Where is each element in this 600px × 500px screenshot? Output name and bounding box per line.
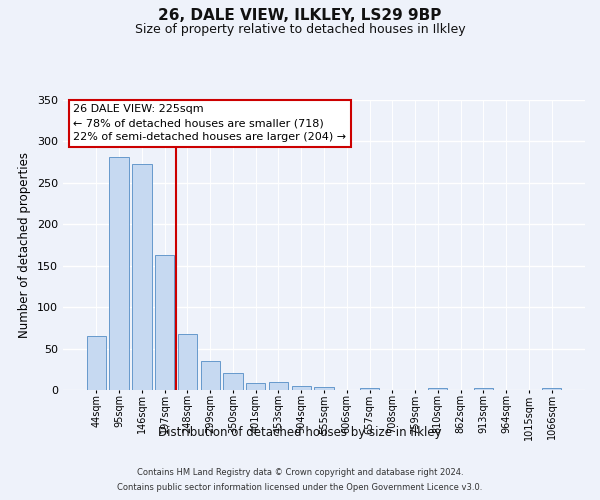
Bar (132, 164, 152, 390)
Text: Size of property relative to detached houses in Ilkley: Size of property relative to detached ho… (134, 22, 466, 36)
Text: Distribution of detached houses by size in Ilkley: Distribution of detached houses by size … (158, 426, 442, 439)
Text: 26, DALE VIEW, ILKLEY, LS29 9BP: 26, DALE VIEW, ILKLEY, LS29 9BP (158, 8, 442, 22)
Bar (542, 388, 561, 390)
Bar (360, 388, 379, 390)
Bar (109, 157, 129, 390)
Bar (314, 386, 334, 390)
Bar (246, 382, 265, 390)
Bar (269, 382, 288, 390)
Bar (473, 388, 493, 390)
Bar (428, 388, 448, 390)
Text: 26 DALE VIEW: 225sqm
← 78% of detached houses are smaller (718)
22% of semi-deta: 26 DALE VIEW: 225sqm ← 78% of detached h… (73, 104, 347, 142)
Bar (87, 336, 106, 390)
Text: Contains HM Land Registry data © Crown copyright and database right 2024.: Contains HM Land Registry data © Crown c… (137, 468, 463, 477)
Bar (200, 361, 220, 390)
Text: Contains public sector information licensed under the Open Government Licence v3: Contains public sector information licen… (118, 483, 482, 492)
Bar (155, 255, 175, 390)
Bar (223, 374, 242, 390)
Y-axis label: Number of detached properties: Number of detached properties (19, 152, 31, 338)
Bar (178, 334, 197, 390)
Bar (292, 386, 311, 390)
